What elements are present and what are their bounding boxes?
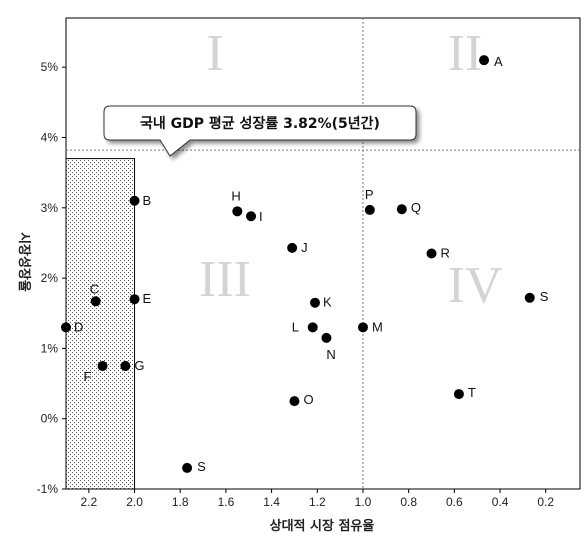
data-point-label: D xyxy=(74,319,83,334)
data-point-label: Q xyxy=(411,200,421,215)
data-point xyxy=(232,206,243,217)
quadrant-label-2: II xyxy=(448,25,483,82)
x-tick-label: 1.6 xyxy=(218,495,235,509)
x-tick-label: 1.4 xyxy=(263,495,280,509)
data-point xyxy=(453,389,464,400)
y-axis-title: 시장성장율 xyxy=(16,232,32,292)
data-point-label: C xyxy=(90,281,99,296)
y-tick-label: 4% xyxy=(41,131,59,145)
x-tick-label: 1.0 xyxy=(355,495,372,509)
data-point xyxy=(396,204,407,215)
data-point xyxy=(287,242,298,253)
x-tick-label: 0.4 xyxy=(492,495,509,509)
y-tick-label: -1% xyxy=(37,482,59,496)
data-point-label: P xyxy=(365,187,374,202)
gdp-callout: 국내 GDP 평균 성장률 3.82%(5년간) xyxy=(103,105,417,157)
data-point-label: B xyxy=(143,193,152,208)
data-point-label: H xyxy=(231,188,240,203)
data-point-label: A xyxy=(494,54,503,69)
x-tick-label: 0.2 xyxy=(537,495,554,509)
data-point-label: S xyxy=(197,459,206,474)
data-point-label: M xyxy=(372,319,383,334)
data-point-label: F xyxy=(84,369,92,384)
data-point xyxy=(129,195,140,206)
y-tick-label: 2% xyxy=(41,271,59,285)
x-tick-label: 1.8 xyxy=(172,495,189,509)
data-point-label: E xyxy=(143,291,152,306)
y-tick-label: 1% xyxy=(41,341,59,355)
data-point-label: I xyxy=(259,209,263,224)
highlight-region xyxy=(65,158,136,490)
data-point-label: S xyxy=(540,289,549,304)
data-point xyxy=(310,297,321,308)
data-point xyxy=(479,55,490,66)
x-tick-label: 2.2 xyxy=(81,495,98,509)
data-point xyxy=(524,292,535,303)
data-point-label: L xyxy=(292,319,299,334)
y-tick-label: 3% xyxy=(41,201,59,215)
data-point xyxy=(426,248,437,259)
data-point xyxy=(61,322,71,333)
data-point-label: J xyxy=(301,240,308,255)
data-point-label: N xyxy=(326,347,335,362)
data-point xyxy=(182,462,193,473)
x-tick-label: 1.2 xyxy=(309,495,326,509)
data-point-label: G xyxy=(134,358,144,373)
data-point-label: R xyxy=(441,246,450,261)
plot-area xyxy=(65,17,581,490)
data-point xyxy=(321,332,332,343)
data-point xyxy=(129,294,140,305)
quadrant-label-4: IV xyxy=(448,257,503,314)
gdp-callout-text: 국내 GDP 평균 성장률 3.82%(5년간) xyxy=(140,115,380,132)
data-point xyxy=(357,322,368,333)
x-tick-label: 0.8 xyxy=(400,495,417,509)
data-point-label: O xyxy=(303,392,313,407)
data-point xyxy=(289,396,300,407)
data-point-label: T xyxy=(468,385,476,400)
data-point xyxy=(120,360,131,371)
x-tick-label: 2.0 xyxy=(126,495,143,509)
y-tick-label: 5% xyxy=(41,60,59,74)
y-tick-label: 0% xyxy=(41,412,59,426)
data-point xyxy=(307,322,318,333)
data-point xyxy=(90,296,101,307)
x-axis-title: 상대적 시장 점유율 xyxy=(270,518,375,534)
x-tick-label: 0.6 xyxy=(446,495,463,509)
data-point xyxy=(97,360,108,371)
quadrant-label-1: I xyxy=(206,25,223,82)
data-point-label: K xyxy=(323,295,332,310)
data-point xyxy=(364,204,375,215)
data-point xyxy=(246,211,257,222)
quadrant-label-3: III xyxy=(199,251,251,308)
